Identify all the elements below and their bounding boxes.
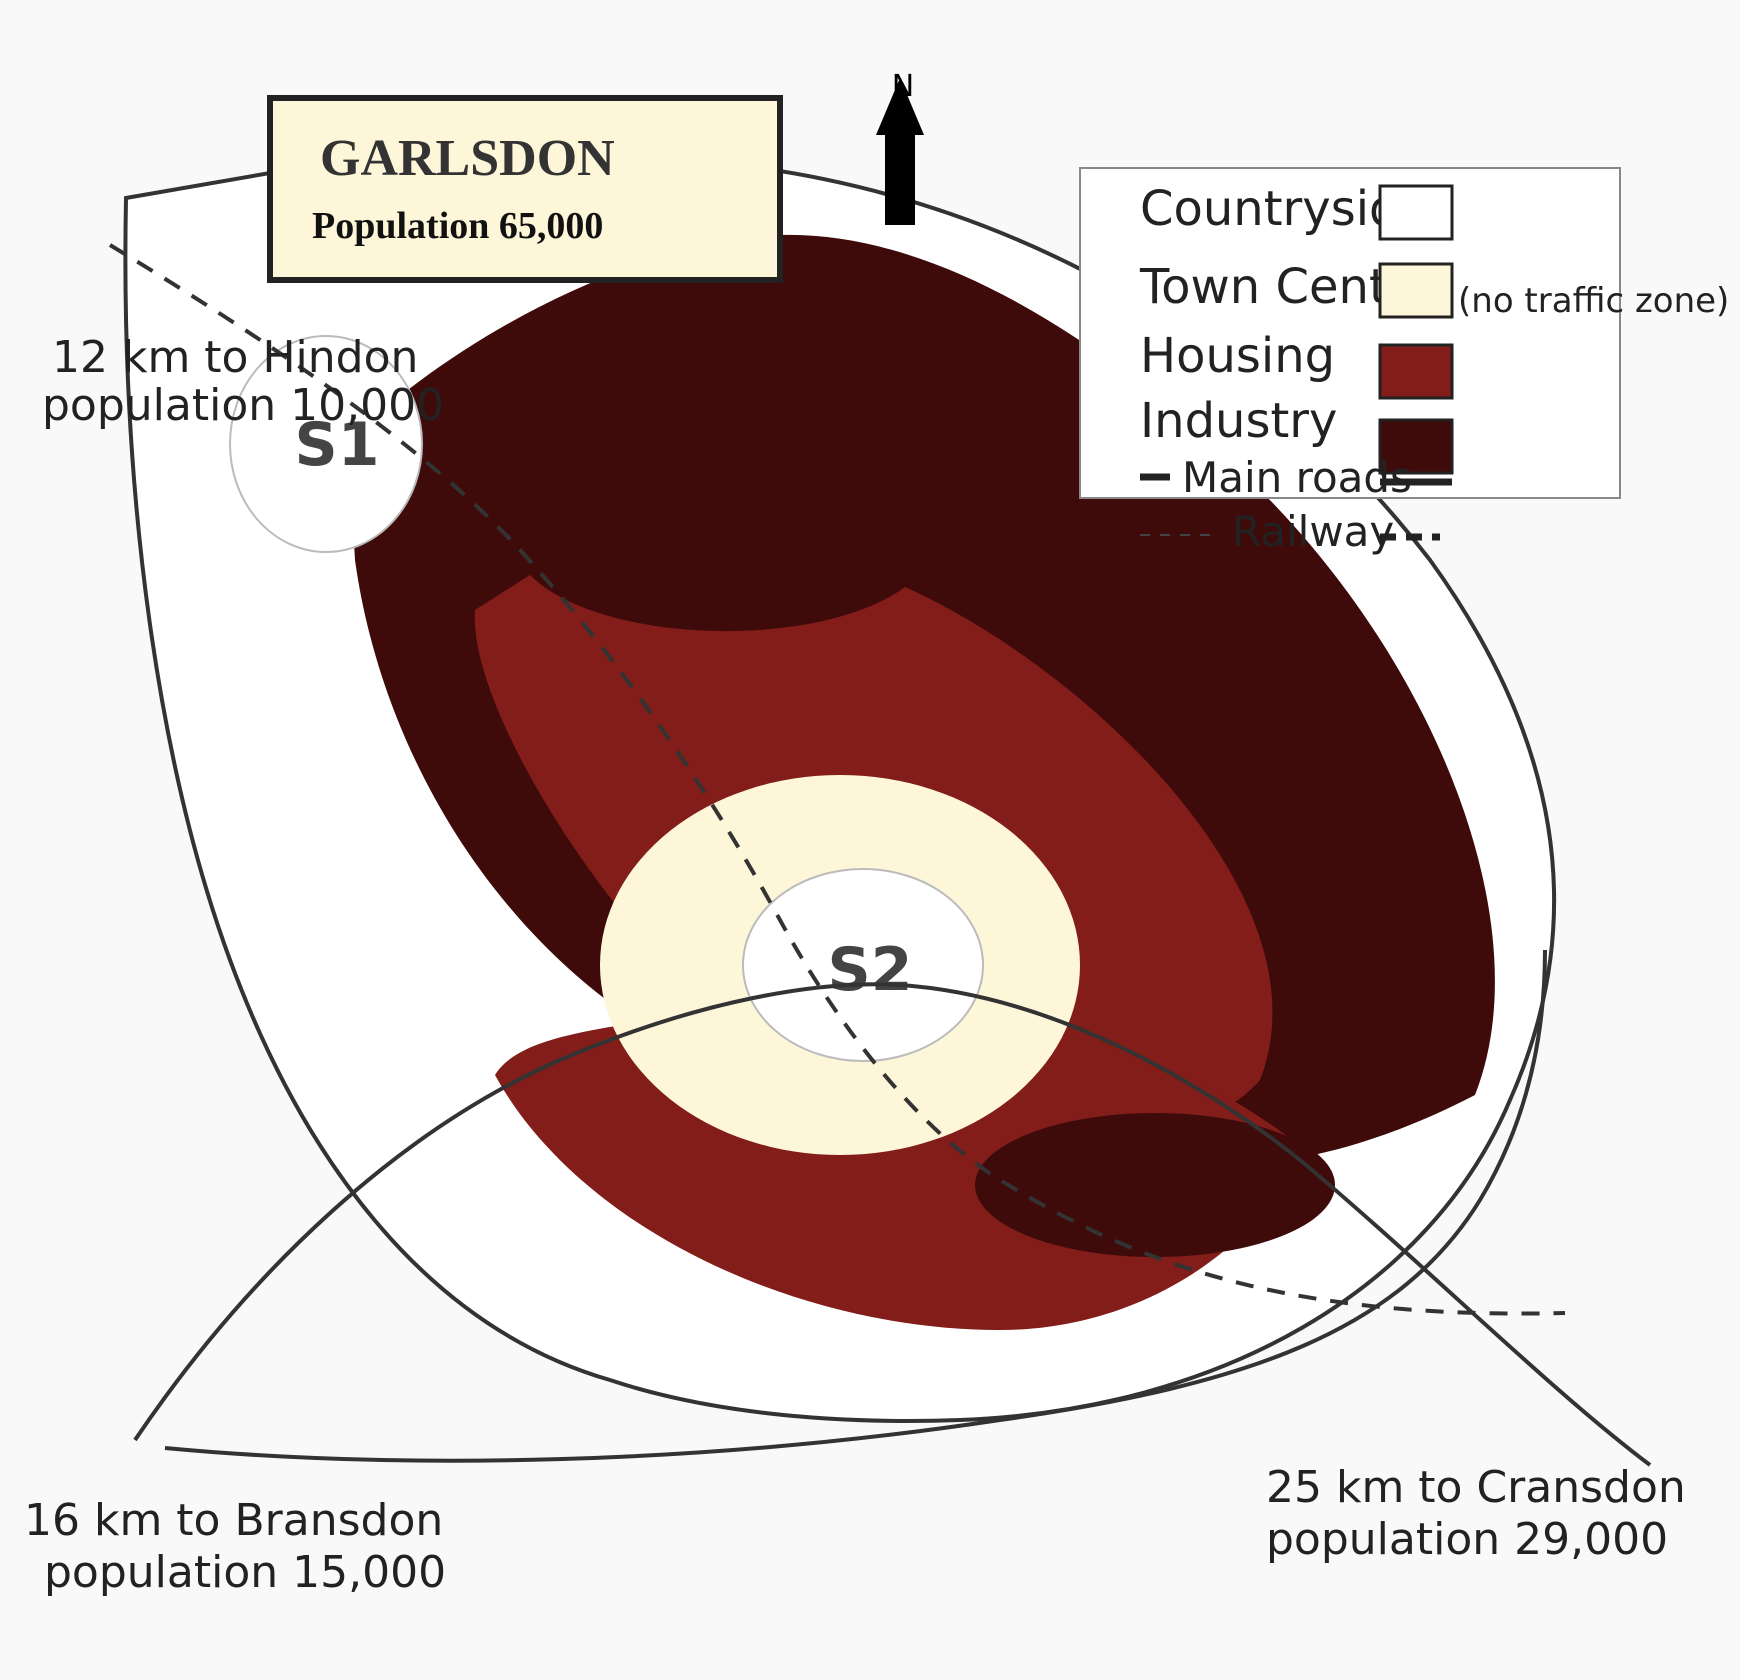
hindon-distance: 12 km to Hindon — [52, 332, 418, 383]
legend-town-centre-note: (no traffic zone) — [1458, 281, 1729, 321]
town-name: GARLSDON — [320, 130, 615, 187]
cransdon-distance: 25 km to Cransdon — [1266, 1462, 1686, 1513]
site-s2-label: S2 — [828, 935, 913, 1005]
legend-box — [1079, 167, 1621, 499]
title-box — [267, 95, 783, 283]
town-population: Population 65,000 — [312, 205, 603, 247]
north-arrow-icon — [876, 78, 924, 225]
main-road-south — [164, 949, 1547, 1463]
cransdon-population: population 29,000 — [1266, 1514, 1668, 1565]
bransdon-distance: 16 km to Bransdon — [24, 1495, 443, 1546]
legend-main-roads-label: Main roads — [1182, 453, 1412, 502]
site-s1-label: S1 — [295, 410, 380, 480]
railway-line — [108, 243, 1566, 1316]
legend-industry-swatch — [1378, 418, 1454, 475]
hindon-population: population 10,000 — [42, 380, 444, 431]
legend-countryside-swatch — [1378, 184, 1454, 241]
bransdon-population: population 15,000 — [44, 1547, 446, 1598]
industry-zone-south — [975, 1113, 1335, 1257]
legend-industry-label: Industry — [1140, 393, 1337, 449]
site-s1-area[interactable] — [229, 335, 423, 553]
legend-railway-label: Railway — [1232, 507, 1394, 556]
legend-housing-label: Housing — [1140, 328, 1335, 384]
legend-town-centre-swatch — [1378, 262, 1454, 319]
main-road-to-bransdon — [133, 982, 1652, 1467]
site-s2-area[interactable] — [742, 868, 984, 1062]
north-label: N — [892, 69, 914, 104]
legend-housing-swatch — [1378, 343, 1454, 400]
